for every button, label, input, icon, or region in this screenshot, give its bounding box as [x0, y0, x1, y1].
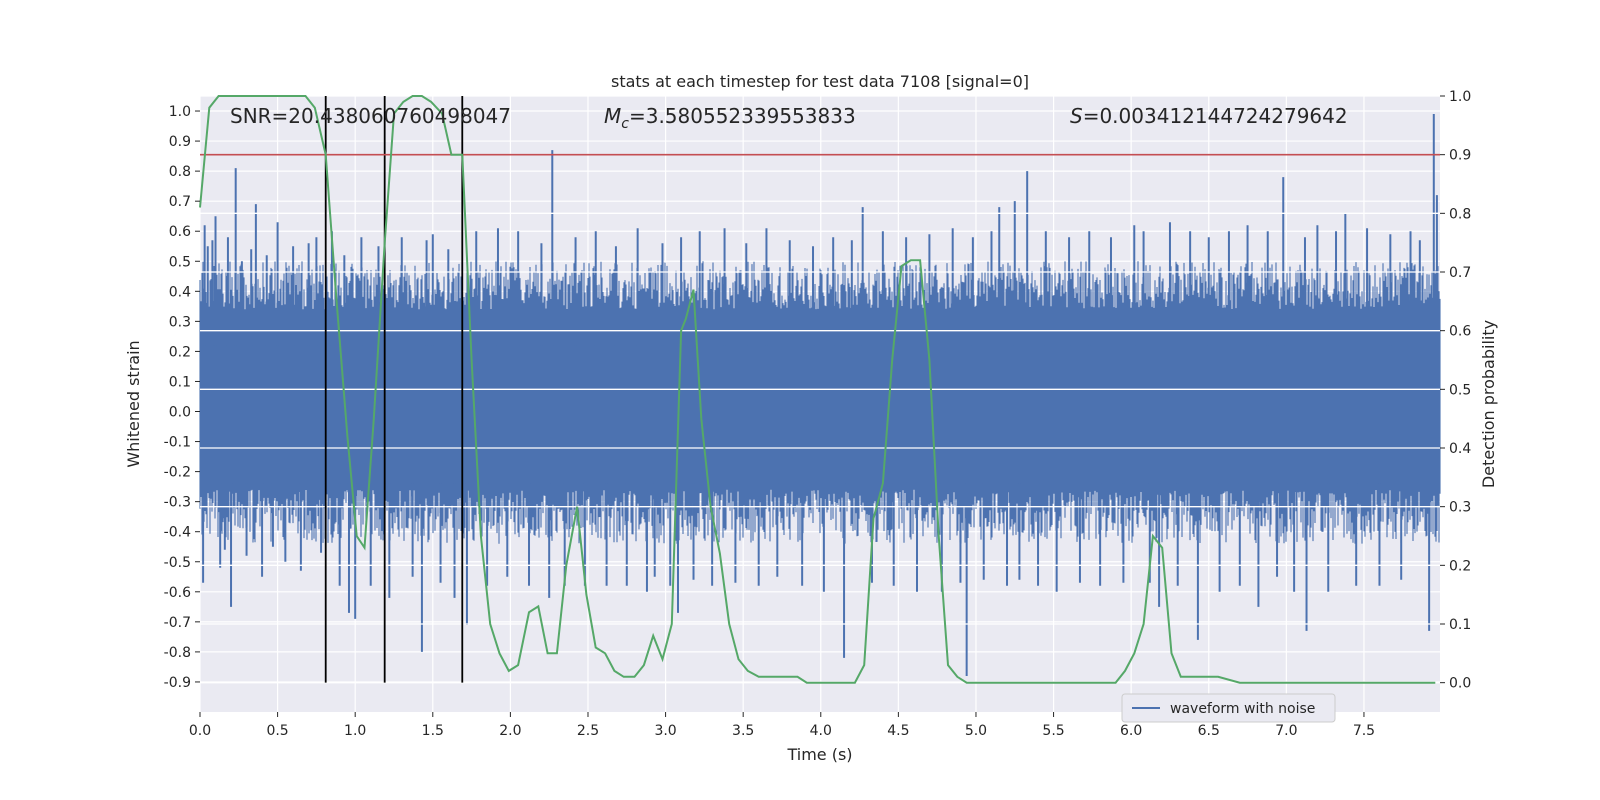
snr-annotation: SNR=20.438060760498047 [230, 104, 511, 128]
x-tick-label: 0.0 [189, 723, 211, 739]
x-tick-label: 1.0 [344, 723, 366, 739]
s-annotation: S=0.003412144724279642 [1070, 104, 1348, 128]
x-axis-label: Time (s) [786, 745, 852, 764]
left-axis-ticks: 1.0 0.9 0.8 0.7 0.6 0.5 0.4 0.3 0.2 0.1 0.0 -0.1 -0.… [164, 104, 200, 691]
legend-label: waveform with noise [1170, 701, 1315, 717]
right-tick-label: 0.9 [1449, 148, 1471, 164]
left-tick-label: -0.2 [164, 465, 191, 481]
left-tick-label: 0.2 [169, 344, 191, 360]
s-symbol: S [1070, 104, 1083, 128]
right-tick-label: 1.0 [1449, 89, 1471, 105]
left-tick-label: -0.9 [164, 675, 191, 691]
legend: waveform with noise [1121, 693, 1336, 723]
left-tick-label: 0.3 [169, 314, 191, 330]
strain-noise-core [200, 345, 1440, 484]
x-tick-label: 2.0 [499, 723, 521, 739]
right-tick-label: 0.3 [1449, 500, 1471, 516]
x-axis-ticks: 0.0 0.5 1.0 1.5 2.0 2.5 3.0 3.5 4.0 4.5 5.0 5.5 6.0 6… [189, 712, 1375, 739]
right-tick-label: 0.4 [1449, 441, 1471, 457]
probability-line [199, 95, 1436, 684]
left-tick-label: -0.6 [164, 585, 191, 601]
left-tick-label: 0.8 [169, 164, 191, 180]
right-tick-label: 0.6 [1449, 324, 1471, 340]
chirp-mass-value: =3.580552339553833 [629, 104, 856, 128]
chart-title: stats at each timestep for test data 710… [611, 72, 1029, 91]
x-tick-label: 0.5 [266, 723, 288, 739]
strain-series [199, 114, 1441, 676]
right-tick-label: 0.7 [1449, 265, 1471, 281]
x-tick-label: 6.5 [1198, 723, 1220, 739]
left-tick-label: 1.0 [169, 104, 191, 120]
overlay [199, 95, 1440, 684]
chirp-mass-subscript: c [621, 116, 629, 132]
x-tick-label: 1.5 [422, 723, 444, 739]
left-tick-label: 0.7 [169, 194, 191, 210]
left-tick-label: -0.4 [164, 525, 191, 541]
left-tick-label: -0.1 [164, 435, 191, 451]
left-tick-label: 0.0 [169, 405, 191, 421]
right-tick-label: 0.1 [1449, 617, 1471, 633]
left-tick-label: 0.1 [169, 374, 191, 390]
left-tick-label: 0.4 [169, 284, 191, 300]
left-tick-label: 0.5 [169, 254, 191, 270]
legend-box [1121, 693, 1336, 723]
right-tick-label: 0.2 [1449, 558, 1471, 574]
x-tick-label: 3.0 [654, 723, 676, 739]
x-tick-label: 3.5 [732, 723, 754, 739]
x-tick-label: 6.0 [1120, 723, 1142, 739]
chirp-mass-symbol: M [604, 104, 621, 128]
x-tick-label: 5.5 [1042, 723, 1064, 739]
right-tick-label: 0.0 [1449, 676, 1471, 692]
right-tick-label: 0.5 [1449, 382, 1471, 398]
right-axis-ticks: 1.0 0.9 0.8 0.7 0.6 0.5 0.4 0.3 0.2 0.1 0.0 [1440, 89, 1471, 692]
left-tick-label: -0.3 [164, 495, 191, 511]
right-tick-label: 0.8 [1449, 206, 1471, 222]
left-tick-label: -0.7 [164, 615, 191, 631]
x-tick-label: 7.5 [1353, 723, 1375, 739]
x-tick-label: 2.5 [577, 723, 599, 739]
s-value: =0.003412144724279642 [1083, 104, 1348, 128]
left-tick-label: -0.5 [164, 555, 191, 571]
x-tick-label: 4.0 [810, 723, 832, 739]
left-tick-label: -0.8 [164, 645, 191, 661]
left-tick-label: 0.6 [169, 224, 191, 240]
chirp-mass-annotation: Mc=3.580552339553833 [604, 104, 856, 132]
left-tick-label: 0.9 [169, 134, 191, 150]
x-tick-label: 4.5 [887, 723, 909, 739]
x-tick-label: 5.0 [965, 723, 987, 739]
x-tick-label: 7.0 [1275, 723, 1297, 739]
left-axis-label: Whitened strain [124, 340, 143, 467]
right-axis-label: Detection probability [1479, 320, 1498, 488]
